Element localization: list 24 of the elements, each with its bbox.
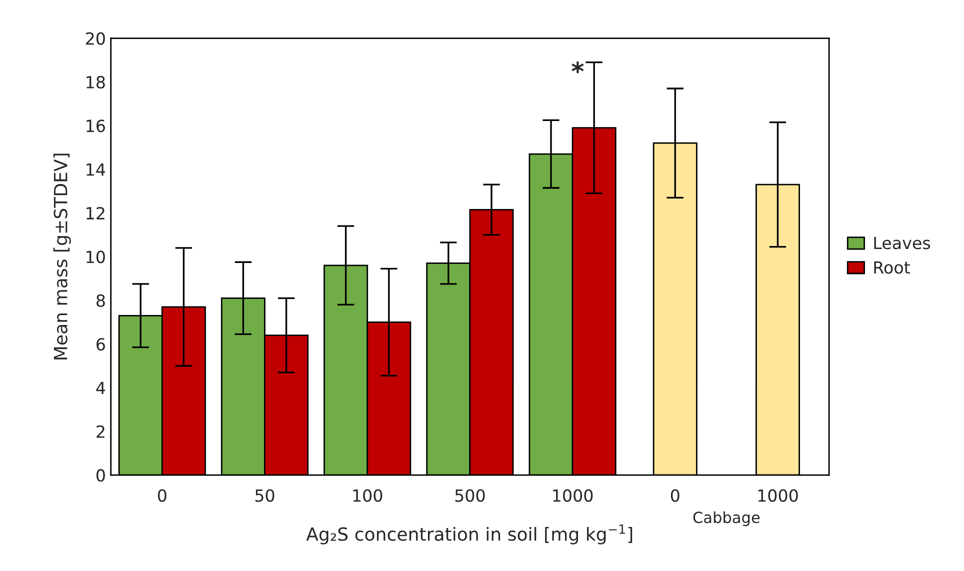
y-tick-label: 14	[86, 163, 106, 176]
x-tick-label: 50	[255, 489, 274, 502]
legend-label: Root	[874, 261, 910, 274]
y-tick-label: 6	[96, 338, 105, 351]
annotation: *	[572, 62, 584, 74]
x-tick-label: 1000	[553, 489, 593, 502]
y-tick-label: 16	[86, 120, 105, 132]
x-axis-title: Ag₂S concentration in soil [mg kg$^{−1}$]	[306, 524, 632, 544]
y-tick-label: 4	[96, 382, 106, 394]
y-tick-label: 8	[96, 294, 105, 307]
text: Cabbage	[693, 511, 760, 526]
y-tick-label: 0	[96, 469, 105, 482]
y-tick-label: 20	[86, 32, 105, 45]
y-axis-title: Mean mass [g±STDEV]	[53, 154, 71, 360]
x-tick-label: 0	[670, 489, 680, 502]
y-tick-label: 10	[86, 250, 105, 264]
y-tick-label: 2	[96, 425, 104, 438]
x-tick-label: 100	[353, 489, 382, 502]
x-tick-label: 1000	[758, 489, 798, 502]
y-tick-label: 12	[86, 206, 104, 220]
x-tick-label: 0	[158, 489, 166, 502]
legend-label: Leaves	[874, 236, 930, 250]
x-tick-label: 500	[455, 489, 485, 502]
y-tick-label: 18	[86, 76, 105, 89]
